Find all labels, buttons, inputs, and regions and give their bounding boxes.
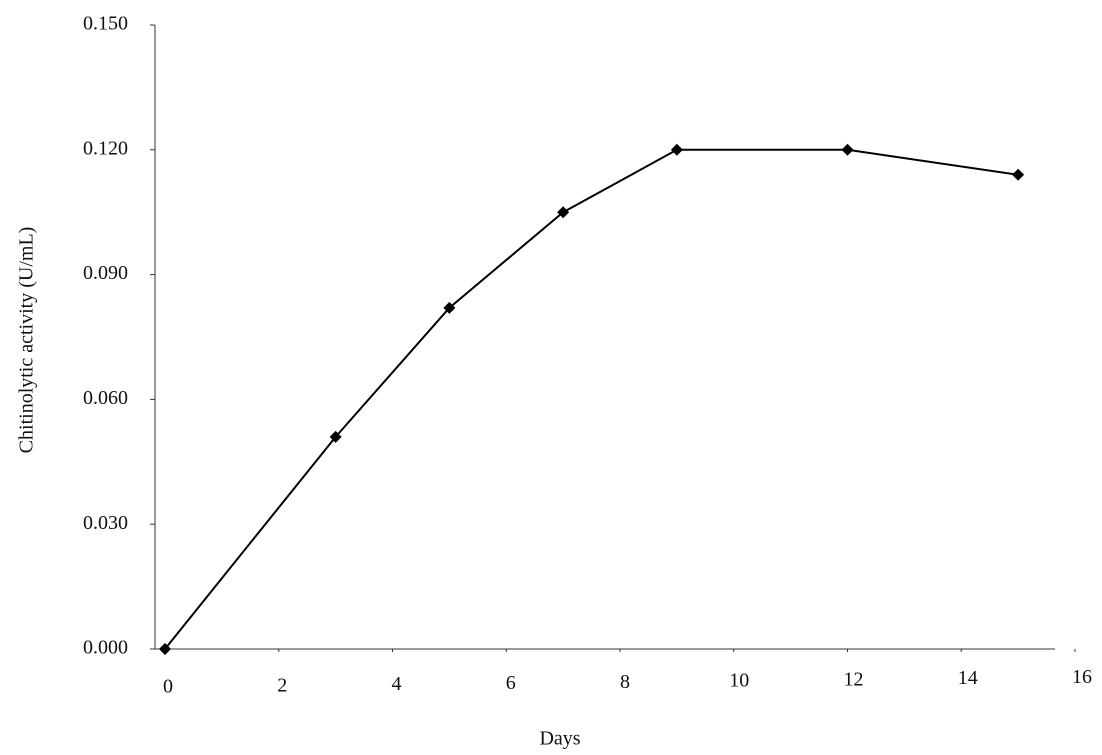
y-tick-label: 0.060 [83, 387, 128, 409]
y-axis-title: Chitinolytic activity (U/mL) [16, 227, 38, 454]
x-tick-label: 6 [506, 672, 516, 694]
data-point [1012, 169, 1024, 181]
data-point [842, 144, 854, 156]
chart: Days Chitinolytic activity (U/mL) 0.000 0… [0, 0, 1102, 755]
page: {"chart_data": {"type": "line", "x_label… [0, 0, 1102, 755]
y-tick-label: 0.120 [83, 137, 128, 159]
x-axis-title: Days [539, 728, 580, 750]
y-tick-label: 0.000 [83, 637, 128, 659]
x-tick-label: 12 [844, 668, 864, 690]
x-tick-label: 2 [277, 674, 287, 696]
data-point [671, 144, 683, 156]
x-tick-label: 8 [620, 671, 630, 693]
x-tick-label: 0 [163, 676, 173, 698]
y-tick-label: 0.090 [83, 262, 128, 284]
y-tick-label: 0.150 [83, 13, 128, 35]
x-tick-label: 16 [1072, 666, 1092, 688]
x-tick-label: 10 [729, 670, 749, 692]
y-tick-label: 0.030 [83, 512, 128, 534]
x-tick-label: 4 [392, 673, 402, 695]
x-tick-label: 14 [958, 667, 978, 689]
data-line [165, 150, 1018, 649]
